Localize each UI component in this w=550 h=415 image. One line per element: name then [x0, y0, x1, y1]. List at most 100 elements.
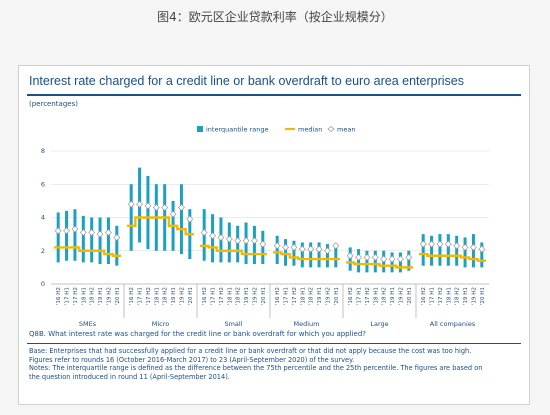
- x-tick-label: '17 H2: [438, 287, 444, 305]
- mean-marker: [136, 200, 144, 208]
- mean-marker: [209, 232, 217, 240]
- note-line: Figures refer to rounds 16 (October 2016…: [29, 355, 355, 364]
- x-tick-label: '19 H1: [463, 287, 469, 306]
- median-line: [127, 216, 194, 236]
- iqr-bar: [90, 217, 94, 263]
- notes: Base: Enterprises that had successfully …: [29, 347, 523, 381]
- mean-marker: [444, 240, 452, 248]
- y-tick-label: 4: [41, 214, 45, 222]
- mean-marker: [273, 242, 281, 250]
- x-tick-label: '16 H2: [202, 287, 208, 305]
- mean-marker: [355, 253, 363, 261]
- mean-marker: [186, 215, 194, 223]
- mean-marker: [88, 228, 96, 236]
- iqr-bar: [438, 234, 442, 266]
- x-tick-label: '18 H1: [154, 287, 160, 306]
- mean-marker: [315, 245, 323, 253]
- legend-iqr-label: interquantile range: [206, 126, 269, 134]
- mean-marker: [453, 242, 461, 250]
- mean-marker: [217, 233, 225, 241]
- x-tick-label: '18 H1: [81, 287, 87, 306]
- mean-marker: [380, 255, 388, 263]
- iqr-bar: [309, 242, 313, 268]
- figure-panel: Interest rate charged for a credit line …: [18, 65, 530, 405]
- y-tick-label: 0: [41, 280, 45, 288]
- x-tick-label: '18 H2: [236, 287, 242, 305]
- mean-marker: [388, 255, 396, 263]
- iqr-bar: [292, 240, 296, 266]
- legend-mean-swatch: [327, 125, 335, 133]
- mean-layer: [54, 200, 486, 263]
- median-line: [273, 251, 340, 261]
- x-tick-label: '17 H1: [284, 287, 290, 306]
- legend-mean-label: mean: [337, 126, 355, 134]
- notes-divider: [27, 343, 521, 344]
- iqr-bar: [284, 239, 288, 266]
- units-label: (percentages): [29, 100, 78, 108]
- x-tick-label: '20 H1: [480, 287, 486, 306]
- mean-marker: [152, 204, 160, 212]
- mean-marker: [259, 240, 267, 248]
- mean-marker: [54, 227, 62, 235]
- iqr-bar: [430, 235, 434, 266]
- x-tick-label: '17 H2: [146, 287, 152, 305]
- x-tick-label: '19 H1: [317, 287, 323, 306]
- y-tick-label: 6: [41, 180, 45, 188]
- iqr-bar: [56, 212, 60, 263]
- page-caption: 图4：欧元区企业贷款利率（按企业规模分）: [157, 10, 393, 24]
- x-tick-label: '17 H1: [138, 287, 144, 306]
- x-tick-label: '16 H2: [275, 287, 281, 305]
- mean-marker: [478, 245, 486, 253]
- iqr-bar: [463, 237, 467, 268]
- x-tick-label: '18 H2: [309, 287, 315, 305]
- mean-marker: [323, 247, 331, 255]
- x-tick-label: '19 H2: [471, 287, 477, 305]
- x-tick-label: '19 H2: [252, 287, 258, 305]
- iqr-bar: [300, 242, 304, 268]
- x-tick-label: '20 H1: [188, 287, 194, 306]
- group-label: Large: [370, 320, 388, 328]
- group-label: All companies: [430, 320, 476, 328]
- x-tick-label: '19 H2: [398, 287, 404, 305]
- x-tick-label: '17 H2: [73, 287, 79, 305]
- iqr-bar: [480, 242, 484, 268]
- group-label: Small: [224, 320, 242, 328]
- x-tick-label: '19 H1: [390, 287, 396, 306]
- legend: interquantile range median mean: [197, 126, 355, 134]
- x-tick-label: '17 H1: [211, 287, 217, 306]
- x-tick-label: '17 H2: [219, 287, 225, 305]
- mean-marker: [144, 202, 152, 210]
- mean-marker: [428, 240, 436, 248]
- iqr-bar: [325, 244, 329, 268]
- x-tick-label: '18 H1: [446, 287, 452, 306]
- x-tick-label: '18 H2: [455, 287, 461, 305]
- x-tick-label: '19 H1: [98, 287, 104, 306]
- mean-marker: [71, 225, 79, 233]
- iqr-bar: [373, 250, 377, 273]
- median-line: [346, 261, 413, 269]
- median-layer: [54, 216, 486, 269]
- x-tick-label: '19 H2: [325, 287, 331, 305]
- mean-marker: [461, 243, 469, 251]
- x-tick-label: '18 H1: [373, 287, 379, 306]
- x-tick-label: '16 H2: [129, 287, 135, 305]
- mean-marker: [405, 253, 413, 261]
- x-tick-label: '19 H1: [244, 287, 250, 306]
- mean-marker: [436, 240, 444, 248]
- iqr-bar: [455, 235, 459, 266]
- mean-marker: [396, 255, 404, 263]
- mean-marker: [363, 253, 371, 261]
- mean-marker: [225, 235, 233, 243]
- iqr-bar: [146, 175, 150, 250]
- mean-marker: [290, 243, 298, 251]
- y-tick-label: 2: [41, 247, 45, 255]
- mean-marker: [307, 245, 315, 253]
- median-line: [419, 252, 486, 262]
- median-line: [200, 244, 267, 256]
- x-tick-label: '18 H2: [382, 287, 388, 305]
- mean-marker: [96, 230, 104, 238]
- iqr-bar: [115, 225, 119, 266]
- iqr-bar: [65, 210, 69, 261]
- iqr-bar: [446, 234, 450, 266]
